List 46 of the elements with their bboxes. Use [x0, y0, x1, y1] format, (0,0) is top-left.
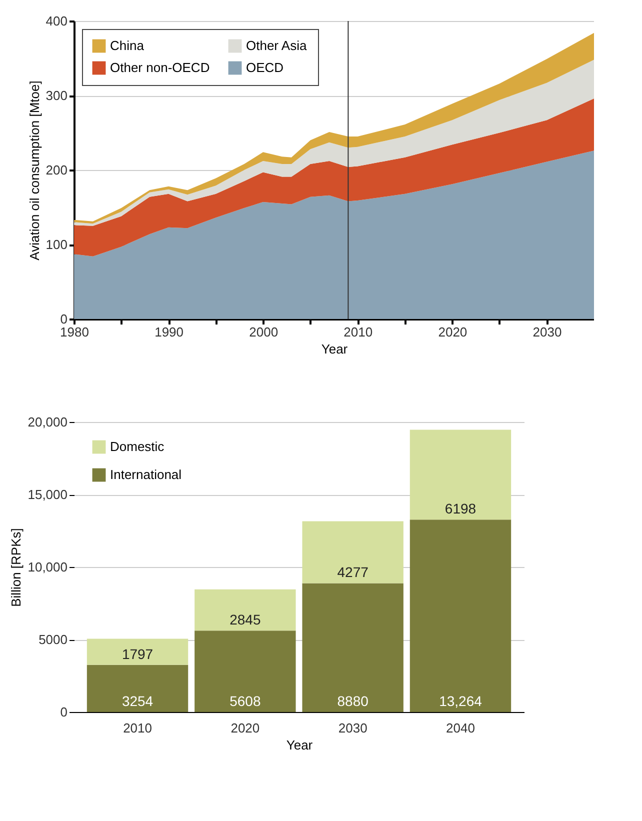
- y-tick-label: 200: [46, 162, 68, 178]
- data-label: 3254: [122, 693, 154, 709]
- y-tick-label: 400: [46, 14, 68, 28]
- bar: [86, 638, 188, 665]
- y-axis-title: Billion [RPKs]: [8, 528, 24, 607]
- x-tick-label: 2040: [446, 720, 475, 736]
- y-tick-label: 300: [46, 88, 68, 103]
- x-tick-label: 2020: [438, 324, 468, 340]
- bar: [302, 521, 404, 584]
- y-tick-label: 20,000: [28, 414, 68, 430]
- x-tick-label: 2020: [230, 720, 260, 736]
- y-tick-label: 0: [60, 704, 68, 720]
- bar: [194, 630, 296, 712]
- data-label: 4277: [337, 564, 369, 580]
- legend-label: Other Asia: [246, 38, 308, 53]
- legend-label: China: [110, 38, 145, 53]
- bar: [410, 520, 512, 712]
- y-tick-label: 100: [46, 237, 68, 252]
- bar: [302, 583, 404, 712]
- data-label: 8880: [337, 693, 369, 709]
- x-tick-label: 2010: [123, 720, 152, 736]
- legend-label: Other non-OECD: [110, 60, 210, 75]
- x-tick-label: 2030: [338, 720, 368, 736]
- y-tick-label: 0: [60, 312, 68, 326]
- x-tick-label: 1980: [60, 324, 89, 340]
- y-axis-title: Aviation oil consumption [Mtoe]: [26, 80, 42, 260]
- y-tick-label: 5000: [38, 632, 68, 647]
- x-axis-title: Year: [321, 342, 348, 356]
- x-tick-label: 1990: [154, 324, 184, 340]
- legend-label: International: [110, 467, 182, 482]
- legend-label: Domestic: [110, 439, 165, 454]
- x-tick-label: 2030: [532, 324, 562, 340]
- data-label: 13,264: [439, 693, 482, 709]
- y-tick-label: 10,000: [28, 560, 68, 574]
- x-axis-title: Year: [286, 738, 314, 752]
- data-label: 1797: [122, 646, 154, 662]
- data-label: 2845: [230, 612, 261, 628]
- x-tick-label: 2000: [249, 324, 278, 340]
- bar: [194, 589, 296, 631]
- data-label: 5608: [230, 693, 261, 709]
- bar: [86, 664, 188, 712]
- x-tick-label: 2010: [344, 324, 373, 340]
- data-label: 6198: [444, 500, 476, 517]
- bar: [410, 430, 512, 520]
- y-tick-label: 15,000: [28, 487, 68, 502]
- legend-label: OECD: [246, 60, 284, 75]
